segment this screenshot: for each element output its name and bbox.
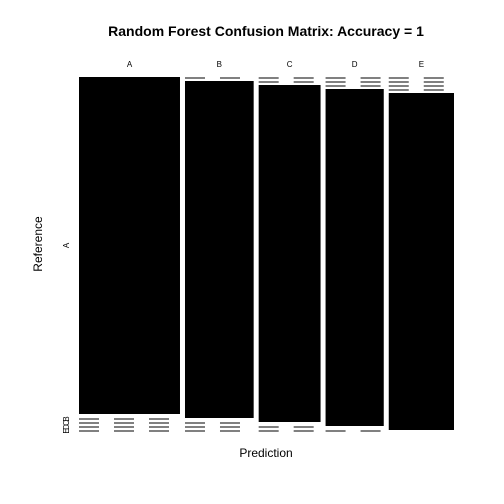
row-label-a: A — [62, 242, 71, 248]
cell-b-b — [184, 81, 254, 418]
cell-d-d — [325, 89, 384, 426]
column-label-c: C — [287, 60, 293, 69]
row-label-d: D — [62, 424, 71, 430]
row-label-e: E — [62, 428, 71, 433]
column-label-e: E — [419, 60, 424, 69]
y-axis-title: Reference — [31, 216, 45, 272]
mosaic-cells — [79, 77, 454, 432]
x-axis-title: Prediction — [239, 446, 292, 460]
cell-e-e — [388, 93, 454, 430]
row-label-b: B — [62, 416, 71, 421]
column-label-b: B — [217, 60, 222, 69]
column-labels: A B C D E — [127, 60, 424, 69]
cell-c-c — [258, 85, 321, 422]
column-label-a: A — [127, 60, 133, 69]
chart-title: Random Forest Confusion Matrix: Accuracy… — [108, 23, 424, 39]
row-label-c: C — [62, 420, 71, 426]
column-label-d: D — [352, 60, 358, 69]
cell-a-a — [79, 77, 180, 414]
